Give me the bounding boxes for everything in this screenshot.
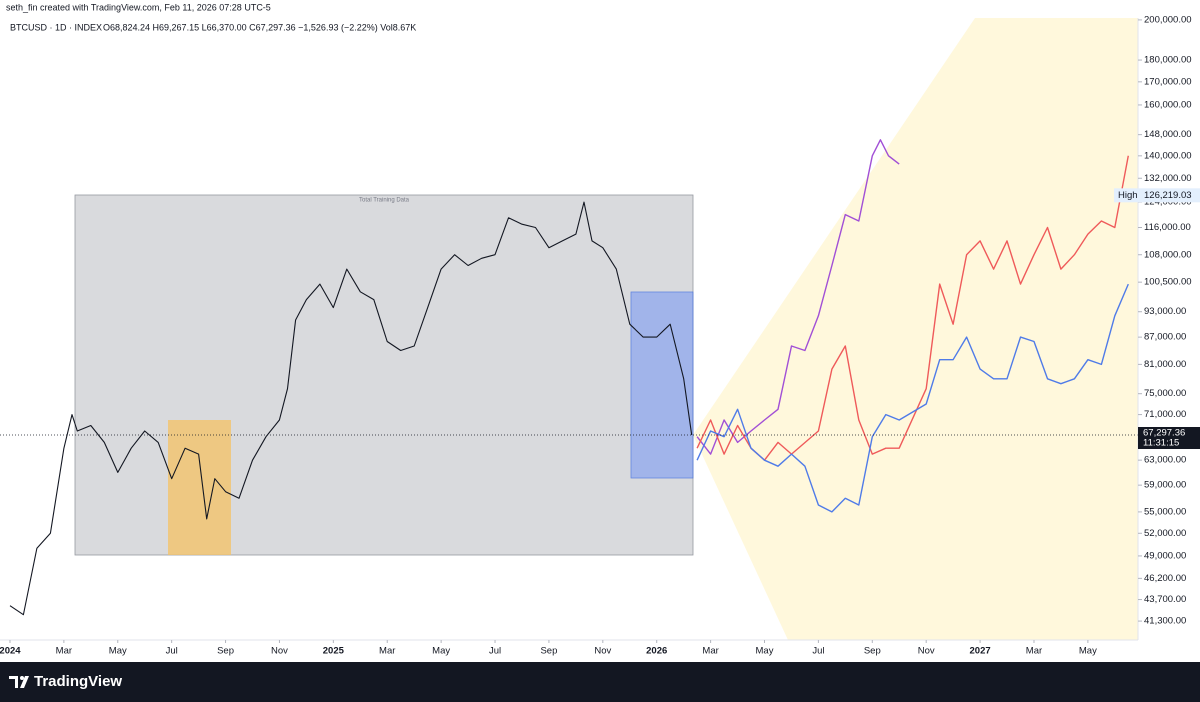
logo <box>9 676 29 688</box>
y-tick-label: 140,000.00 <box>1144 150 1192 161</box>
projection-cone <box>693 18 1138 640</box>
x-tick-label: Sep <box>864 646 881 657</box>
high-box <box>1114 188 1200 203</box>
plot <box>0 139 1138 616</box>
y-tick-label: 170,000.00 <box>1144 76 1192 87</box>
y-tick-label: 148,000.00 <box>1144 129 1192 140</box>
brand: TradingView <box>34 673 122 690</box>
x-tick-label: Jul <box>812 646 824 657</box>
series-line <box>696 283 1129 513</box>
x-tick-label: 2026 <box>646 646 667 657</box>
x-tick-label: May <box>432 646 450 657</box>
x-tick-label: Mar <box>56 646 72 657</box>
y-tick-label: 63,000.00 <box>1144 455 1186 466</box>
y-tick-label: 71,000.00 <box>1144 409 1186 420</box>
x-tick-label: 2024 <box>0 646 21 657</box>
last-price-box <box>1138 427 1200 450</box>
y-tick-label: 75,000.00 <box>1144 388 1186 399</box>
x-tick-label: 2025 <box>323 646 345 657</box>
x-tick-label: Mar <box>1026 646 1042 657</box>
y-tick-label: 41,300.00 <box>1144 616 1186 627</box>
y-tick-label: 43,700.00 <box>1144 594 1186 605</box>
y-tick-label: 132,000.00 <box>1144 173 1192 184</box>
series-line <box>9 201 693 616</box>
training-box <box>74 194 694 556</box>
countdown: 11:31:15 <box>1143 438 1179 449</box>
x-tick-label: Nov <box>918 646 935 657</box>
x-tick-label: Nov <box>594 646 611 657</box>
x-tick-label: May <box>1079 646 1097 657</box>
x-tick-label: Sep <box>540 646 557 657</box>
footer <box>0 662 1200 702</box>
y-tick-label: 52,000.00 <box>1144 528 1186 539</box>
x-tick-label: May <box>756 646 774 657</box>
y-tick-label: 180,000.00 <box>1144 55 1192 66</box>
x-tick-label: Sep <box>217 646 234 657</box>
y-tick-label: 87,000.00 <box>1144 332 1186 343</box>
high-text: High <box>1118 190 1138 201</box>
x-tick-label: Jul <box>489 646 501 657</box>
x-tick-label: Nov <box>271 646 288 657</box>
logo-dot <box>20 676 24 680</box>
y-tick-label: 55,000.00 <box>1144 506 1186 517</box>
x-tick-label: Jul <box>166 646 178 657</box>
high-label: 126,219.03 <box>1144 190 1192 201</box>
y-tick-label: 116,000.00 <box>1144 222 1191 233</box>
highlight-orange <box>168 420 231 555</box>
x-tick-label: May <box>109 646 127 657</box>
y-tick-label: 49,000.00 <box>1144 550 1186 561</box>
y-tick-label: 46,200.00 <box>1144 573 1186 584</box>
logo-mark <box>9 676 29 688</box>
annotation: Total Training Data <box>359 198 410 204</box>
highlight-blue <box>630 291 694 479</box>
symbol: BTCUSD · 1D · INDEX <box>10 22 102 32</box>
ohlc: O68,824.24 H69,267.15 L66,370.00 C67,297… <box>103 22 416 32</box>
credit: seth_fin created with TradingView.com, F… <box>6 2 271 12</box>
y-tick-label: 81,000.00 <box>1144 359 1186 370</box>
y-tick-label: 100,500.00 <box>1144 277 1192 288</box>
last-price-label: 67,297.36 <box>1143 428 1185 439</box>
x-tick-label: 2027 <box>970 646 991 657</box>
y-tick-label: 200,000.00 <box>1144 14 1192 25</box>
y-tick-label: 108,000.00 <box>1144 249 1192 260</box>
y-tick-label: 160,000.00 <box>1144 99 1192 110</box>
x-tick-label: Mar <box>702 646 718 657</box>
y-tick-label: 93,000.00 <box>1144 306 1186 317</box>
y-tick-label: 59,000.00 <box>1144 480 1186 491</box>
x-tick-label: Mar <box>379 646 395 657</box>
